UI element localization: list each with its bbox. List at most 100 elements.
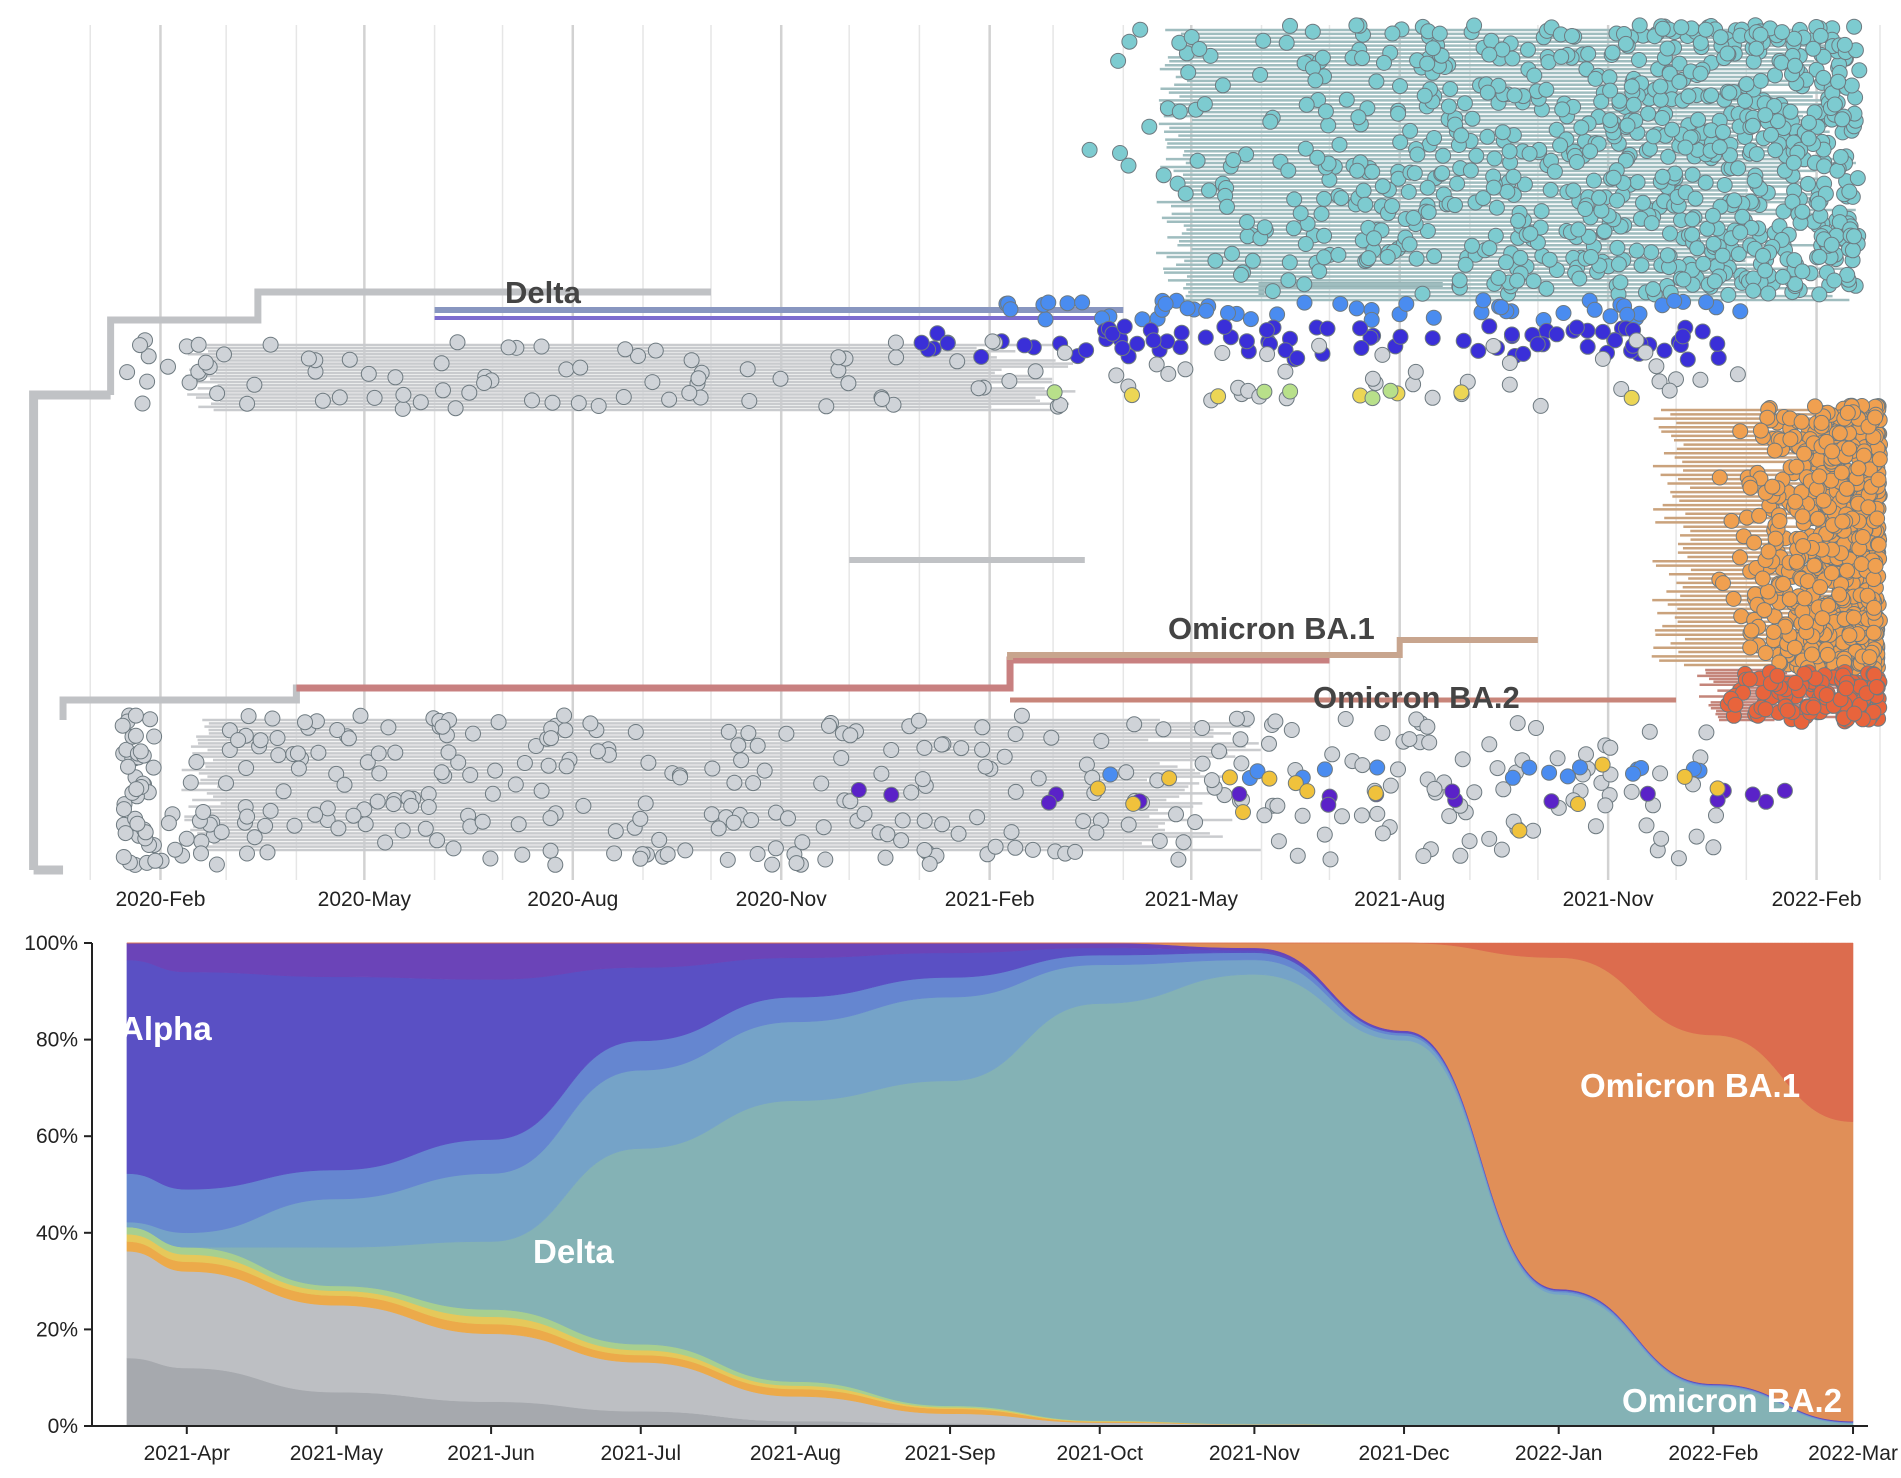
tree-tip bbox=[484, 785, 501, 802]
tree-tip bbox=[1694, 323, 1711, 340]
tree-tip bbox=[1124, 387, 1140, 404]
tree-tip bbox=[1793, 413, 1810, 430]
tree-tip bbox=[259, 844, 276, 861]
tree-tip bbox=[1420, 204, 1437, 221]
tree-tip bbox=[1466, 17, 1483, 34]
tree-tip bbox=[1529, 336, 1546, 353]
tree-tip bbox=[1262, 113, 1279, 130]
tree-tip bbox=[632, 850, 649, 867]
tree-tip bbox=[1829, 162, 1846, 179]
tree-tip bbox=[914, 771, 931, 788]
tree-tip bbox=[385, 796, 402, 813]
tree-tip bbox=[1607, 332, 1623, 349]
area-x-tick-label: 2021-Oct bbox=[1057, 1442, 1144, 1465]
tree-tip bbox=[433, 764, 450, 781]
tree-tip bbox=[1108, 367, 1125, 384]
tree-tip bbox=[146, 728, 163, 745]
tree-tip bbox=[1865, 571, 1882, 588]
tree-tip bbox=[1730, 246, 1747, 263]
tree-tip bbox=[1369, 759, 1386, 776]
tree-tip bbox=[290, 760, 307, 777]
tree-tip bbox=[1619, 117, 1636, 134]
tree-tip bbox=[1704, 207, 1721, 224]
tree-tip bbox=[1461, 833, 1478, 850]
tree-tip bbox=[1870, 536, 1887, 553]
tree-tip bbox=[1601, 69, 1618, 86]
tree-tip bbox=[1402, 122, 1419, 139]
tree-tip bbox=[1729, 366, 1746, 383]
tree-tip bbox=[1510, 212, 1527, 229]
tree-tip bbox=[1299, 783, 1316, 800]
tree-tip bbox=[1832, 149, 1849, 165]
tree-tip bbox=[533, 782, 550, 799]
tree-x-tick-label: 2021-Aug bbox=[1354, 888, 1445, 911]
tree-tip bbox=[1787, 57, 1803, 74]
tree-tip bbox=[1367, 785, 1384, 802]
tree-tip bbox=[1594, 323, 1611, 340]
tree-tip bbox=[127, 727, 144, 744]
tree-tip bbox=[1392, 78, 1408, 95]
tree-tip bbox=[239, 395, 256, 412]
tree-tip bbox=[1134, 311, 1151, 328]
tree-tip bbox=[1787, 674, 1804, 691]
tree-tip bbox=[1225, 152, 1242, 168]
tree-tip bbox=[1659, 247, 1676, 264]
tree-tip bbox=[257, 817, 274, 834]
tree-tip bbox=[1811, 248, 1828, 265]
tree-tip bbox=[1697, 21, 1714, 38]
tree-tip bbox=[1278, 34, 1295, 51]
tree-tip bbox=[933, 736, 950, 753]
tree-tip bbox=[677, 842, 694, 859]
tree-tip bbox=[1235, 804, 1251, 821]
tree-tip bbox=[877, 849, 894, 866]
tree-tip bbox=[160, 358, 176, 375]
tree-tip bbox=[582, 715, 599, 732]
tree-tip bbox=[794, 834, 811, 851]
tree-tip bbox=[336, 776, 353, 793]
tree-tip bbox=[1666, 292, 1683, 309]
frequency-area-panel: 0% 20% 40% 60% 80% 100% 2021-Apr 2021-May 2021-J… bbox=[24, 932, 1898, 1465]
tree-tip bbox=[1398, 295, 1415, 312]
tree-tip bbox=[1521, 759, 1538, 776]
tree-tip bbox=[1645, 128, 1662, 145]
tree-tip bbox=[1002, 301, 1019, 318]
tree-tip bbox=[1641, 723, 1658, 740]
tree-tip bbox=[213, 824, 230, 841]
area-y-tick-label: 40% bbox=[36, 1222, 78, 1245]
tree-tip bbox=[542, 810, 559, 827]
tree-tip bbox=[1597, 797, 1614, 814]
clade-label-omicron-ba2: Omicron BA.2 bbox=[1313, 680, 1520, 715]
tree-tip bbox=[516, 755, 533, 771]
tree-tip bbox=[1390, 761, 1406, 778]
tree-tip bbox=[1841, 440, 1858, 457]
tree-tip bbox=[1408, 250, 1425, 267]
tree-tip bbox=[1684, 226, 1701, 243]
tree-branch bbox=[107, 288, 711, 395]
tree-tip bbox=[1651, 373, 1668, 390]
tree-tip bbox=[1788, 553, 1805, 570]
tree-tip bbox=[1643, 215, 1660, 232]
tree-tip bbox=[1755, 247, 1771, 264]
tree-tip bbox=[1679, 351, 1696, 368]
tree-tip bbox=[1617, 35, 1634, 52]
tree-branch bbox=[1007, 637, 1538, 660]
tree-tip bbox=[369, 793, 386, 810]
tree-tip bbox=[1171, 103, 1188, 120]
tree-tip bbox=[147, 852, 164, 869]
tree-tip bbox=[1488, 199, 1505, 216]
tree-tip bbox=[1586, 301, 1603, 318]
tree-tip bbox=[1759, 409, 1776, 426]
tree-tip bbox=[1401, 236, 1418, 253]
tree-tip bbox=[1675, 271, 1692, 288]
tree-tip bbox=[1466, 784, 1483, 801]
tree-tip bbox=[1503, 326, 1520, 343]
tree-tip bbox=[710, 820, 727, 837]
tree-tip bbox=[856, 805, 873, 822]
tree-tip bbox=[1604, 44, 1621, 61]
tree-tip bbox=[1816, 158, 1833, 175]
tree-tip bbox=[1711, 139, 1728, 156]
tree-tip bbox=[1362, 329, 1379, 346]
tree-tip bbox=[1723, 512, 1740, 529]
tree-tip bbox=[1384, 198, 1400, 214]
tree-tip bbox=[1037, 311, 1054, 328]
